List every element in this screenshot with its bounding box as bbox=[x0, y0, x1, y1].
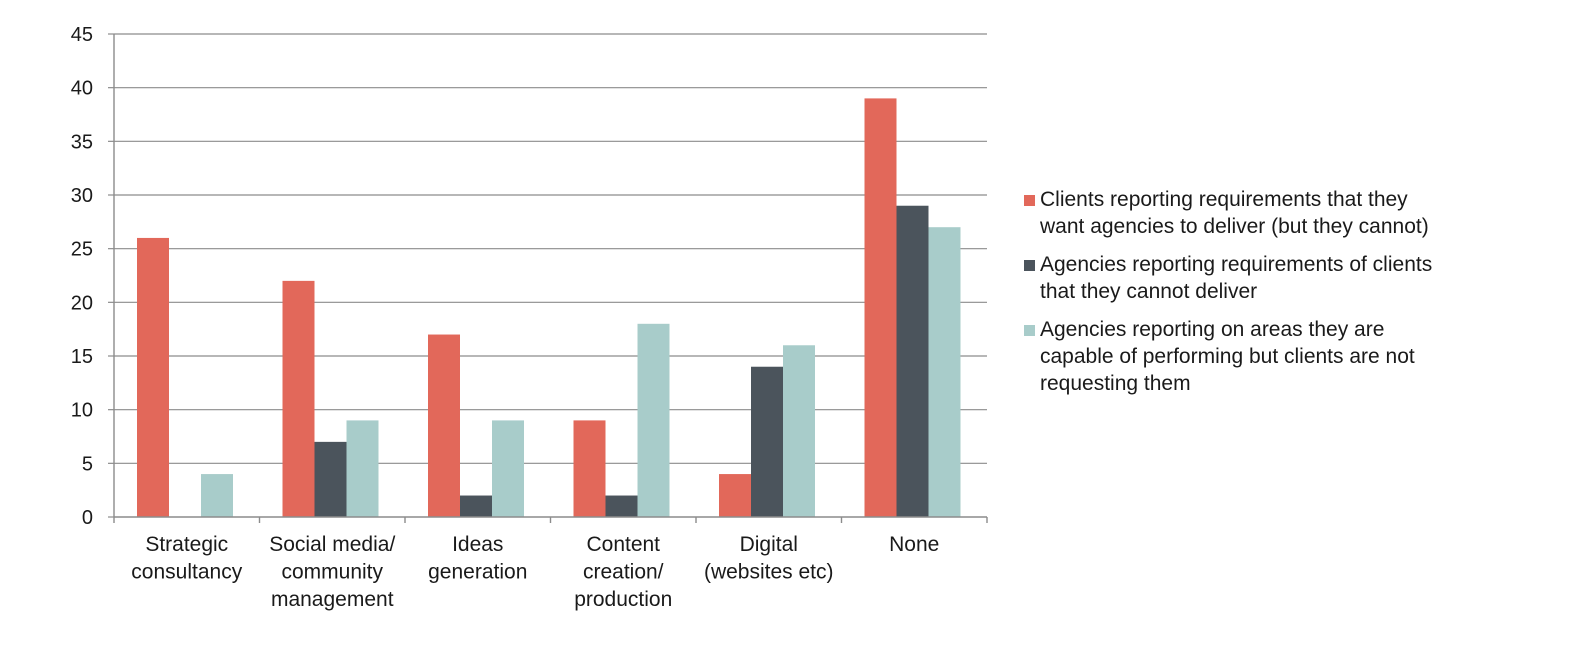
x-tick-label: management bbox=[271, 588, 394, 611]
legend-swatch bbox=[1024, 195, 1035, 206]
x-tick-label: None bbox=[889, 533, 939, 556]
x-tick-label: production bbox=[574, 588, 672, 611]
legend-label-line: requesting them bbox=[1040, 372, 1191, 395]
bar bbox=[137, 237, 169, 517]
legend: Clients reporting requirements that they… bbox=[1024, 186, 1544, 408]
bar bbox=[346, 420, 379, 517]
x-tick-label: generation bbox=[428, 561, 527, 584]
y-tick-label: 40 bbox=[71, 78, 93, 100]
y-tick-label: 45 bbox=[71, 24, 93, 46]
bar bbox=[751, 366, 783, 517]
legend-swatch bbox=[1024, 325, 1035, 336]
x-tick-label: creation/ bbox=[583, 561, 664, 584]
legend-item-agencies-capable: Agencies reporting on areas they are cap… bbox=[1024, 316, 1544, 397]
bar bbox=[428, 334, 460, 517]
y-tick-label: 5 bbox=[82, 453, 93, 475]
legend-item-clients-requirements: Clients reporting requirements that they… bbox=[1024, 186, 1544, 240]
bar bbox=[573, 420, 606, 517]
x-tick-label: (websites etc) bbox=[704, 561, 834, 584]
gridlines bbox=[114, 33, 987, 464]
bar bbox=[282, 280, 315, 517]
bar bbox=[314, 441, 347, 517]
bar bbox=[864, 98, 897, 518]
y-tick-label: 20 bbox=[71, 292, 93, 314]
bar bbox=[637, 323, 670, 517]
y-axis-ticks: 0 5 10 15 20 25 30 35 40 45 bbox=[71, 24, 114, 529]
bar bbox=[201, 474, 233, 517]
legend-label-line: Agencies reporting requirements of clien… bbox=[1040, 253, 1433, 276]
y-tick-label: 10 bbox=[71, 400, 93, 422]
legend-swatch bbox=[1024, 260, 1035, 271]
bar bbox=[719, 474, 751, 517]
x-tick-label: Strategic bbox=[145, 533, 228, 556]
y-tick-label: 0 bbox=[82, 507, 93, 529]
bar bbox=[896, 205, 929, 517]
legend-label-line: capable of performing but clients are no… bbox=[1040, 345, 1415, 368]
bar bbox=[783, 345, 815, 517]
bar bbox=[460, 495, 492, 517]
bar bbox=[928, 227, 961, 517]
y-tick-label: 25 bbox=[71, 239, 93, 261]
x-tick-label: Content bbox=[586, 533, 660, 556]
x-tick-label: community bbox=[281, 561, 383, 584]
legend-label-line: want agencies to deliver (but they canno… bbox=[1040, 215, 1429, 238]
x-tick-label: Digital bbox=[740, 533, 798, 556]
legend-item-agencies-cannot-deliver: Agencies reporting requirements of clien… bbox=[1024, 251, 1544, 305]
x-tick-label: consultancy bbox=[131, 561, 242, 584]
x-tick-label: Social media/ bbox=[269, 533, 395, 556]
x-tick-label: Ideas bbox=[452, 533, 503, 556]
bar bbox=[492, 420, 524, 517]
bars bbox=[137, 98, 961, 518]
y-tick-label: 30 bbox=[71, 185, 93, 207]
legend-label-line: Clients reporting requirements that they bbox=[1040, 188, 1408, 211]
y-tick-label: 15 bbox=[71, 346, 93, 368]
legend-label-line: that they cannot deliver bbox=[1040, 280, 1258, 303]
axes bbox=[113, 34, 988, 523]
x-axis-labels: Strategic consultancy Social media/communi… bbox=[131, 533, 939, 611]
legend-label-line: Agencies reporting on areas they are bbox=[1040, 318, 1385, 341]
y-tick-label: 35 bbox=[71, 131, 93, 153]
bar bbox=[605, 495, 638, 517]
